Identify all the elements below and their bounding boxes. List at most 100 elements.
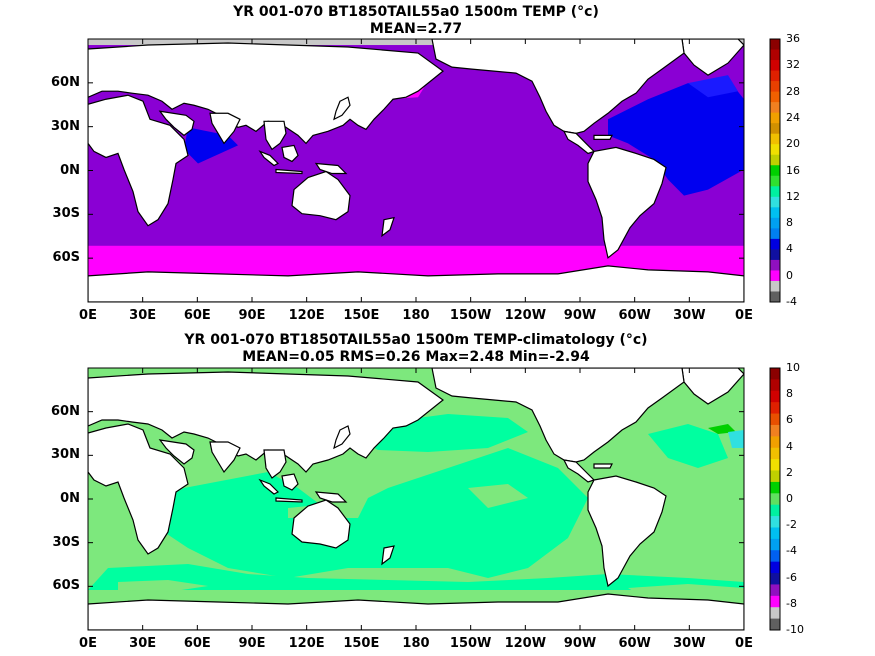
colorbar-swatch: [770, 379, 780, 392]
top-title-line2: MEAN=2.77: [369, 21, 463, 37]
colorbar-label: 8: [786, 216, 793, 230]
colorbar-swatch: [770, 516, 780, 528]
colorbar-label: 10: [786, 361, 800, 374]
bottom-title-line2: MEAN=0.05 RMS=0.26 Max=2.48 Min=-2.94: [242, 349, 590, 365]
colorbar-label: 6: [786, 413, 793, 427]
x-tick-label: 180: [402, 308, 430, 323]
x-tick-label: 90W: [563, 636, 597, 651]
colorbar-label: 24: [786, 110, 800, 124]
colorbar-swatch: [770, 133, 780, 145]
bottom-map: [88, 368, 744, 630]
colorbar-swatch: [770, 595, 780, 608]
colorbar-label: 2: [786, 465, 793, 479]
x-tick-label: 30E: [129, 636, 157, 651]
colorbar-swatch: [770, 280, 780, 292]
x-tick-label: 30W: [673, 308, 706, 323]
y-tick-label: 30S: [52, 206, 80, 222]
colorbar-label: 28: [786, 84, 800, 98]
top-title-line1: YR 001-070 BT1850TAIL55a0 1500m TEMP (°c…: [233, 4, 599, 20]
y-tick-label: 60S: [52, 578, 80, 594]
colorbar-swatch: [770, 413, 780, 426]
colorbar-swatch: [770, 91, 780, 103]
colorbar-swatch: [770, 527, 780, 540]
y-tick-label: 0N: [60, 491, 80, 506]
colorbar-swatch: [770, 368, 780, 380]
colorbar-swatch: [770, 550, 780, 563]
colorbar-swatch: [770, 70, 780, 82]
x-tick-label: 90E: [238, 308, 266, 323]
colorbar-label: -8: [786, 596, 797, 610]
colorbar-swatch: [770, 584, 780, 597]
colorbar-swatch: [770, 39, 780, 51]
colorbar-swatch: [770, 436, 780, 449]
colorbar-swatch: [770, 390, 780, 403]
y-tick-label: 30N: [51, 447, 80, 463]
colorbar-label: -6: [786, 570, 797, 584]
colorbar-swatch: [770, 561, 780, 574]
colorbar-swatch: [770, 60, 780, 72]
x-tick-label: 0E: [79, 636, 97, 651]
colorbar-label: 12: [786, 189, 800, 203]
top-map: [88, 39, 744, 302]
colorbar-label: 4: [786, 242, 793, 256]
colorbar-swatch: [770, 49, 780, 61]
colorbar-swatch: [770, 607, 780, 620]
colorbar-label: 32: [786, 58, 800, 72]
x-tick-label: 120E: [288, 636, 325, 651]
colorbar-label: 20: [786, 137, 800, 151]
axis-ticks: [87, 39, 745, 630]
colorbar-label: -2: [786, 518, 797, 532]
y-tick-label: 60S: [52, 250, 80, 266]
y-tick-label: 0N: [60, 162, 80, 178]
colorbar-swatch: [770, 270, 780, 282]
bottom-title-line1: YR 001-070 BT1850TAIL55a0 1500m TEMP-cli…: [184, 332, 648, 348]
x-tick-label: 120W: [504, 636, 547, 651]
colorbar-swatch: [770, 573, 780, 585]
y-tick-label: 30N: [51, 118, 80, 134]
bottom-colorbar: [769, 367, 781, 631]
x-tick-label: 60W: [618, 308, 651, 323]
colorbar-swatch: [770, 112, 780, 124]
colorbar-swatch: [770, 238, 780, 250]
colorbar-swatch: [770, 470, 780, 483]
top-colorbar: [769, 38, 781, 303]
colorbar-swatch: [770, 102, 780, 114]
colorbar-swatch: [770, 175, 780, 187]
colorbar-swatch: [770, 504, 780, 517]
colorbar-swatch: [770, 481, 780, 494]
colorbar-swatch: [770, 259, 780, 271]
colorbar-swatch: [770, 459, 780, 472]
colorbar-frame: [769, 38, 781, 303]
x-tick-label: 180: [402, 636, 430, 651]
x-tick-label: 150W: [449, 308, 492, 323]
colorbar-swatch: [770, 217, 780, 229]
colorbar-swatch: [770, 165, 780, 177]
colorbar-label: 36: [786, 32, 800, 45]
colorbar-swatch: [770, 186, 780, 198]
colorbar-swatch: [770, 144, 780, 156]
x-tick-label: 0E: [735, 636, 753, 651]
x-tick-label: 60W: [618, 636, 651, 651]
x-tick-label: 0E: [79, 308, 97, 323]
colorbar-label: -10: [786, 623, 804, 636]
colorbar-swatch: [770, 447, 780, 460]
colorbar-swatch: [770, 249, 780, 261]
x-tick-label: 90W: [563, 308, 597, 323]
y-tick-label: 60N: [51, 74, 80, 90]
x-tick-label: 30W: [673, 636, 706, 651]
colorbar-swatch: [770, 424, 780, 437]
x-tick-label: 90E: [238, 636, 266, 651]
colorbar-swatch: [770, 618, 780, 631]
colorbar-label: 16: [786, 163, 800, 177]
colorbar-label: 4: [786, 439, 793, 453]
colorbar-swatch: [770, 154, 780, 166]
x-tick-label: 0E: [735, 308, 753, 323]
colorbar-swatch: [770, 538, 780, 551]
colorbar-label: -4: [786, 295, 797, 308]
x-tick-label: 150E: [343, 308, 380, 323]
x-tick-label: 30E: [129, 308, 157, 323]
x-tick-label: 120E: [288, 308, 325, 323]
colorbar-swatch: [770, 402, 780, 415]
colorbar-swatch: [770, 207, 780, 219]
